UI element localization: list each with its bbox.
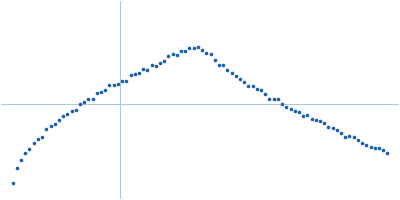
- Point: [127, 73, 134, 76]
- Point: [144, 68, 150, 71]
- Point: [60, 115, 66, 118]
- Point: [30, 141, 37, 145]
- Point: [43, 128, 50, 131]
- Point: [56, 119, 62, 122]
- Point: [359, 142, 365, 145]
- Point: [342, 135, 348, 138]
- Point: [90, 97, 96, 101]
- Point: [115, 83, 121, 86]
- Point: [190, 46, 197, 50]
- Point: [287, 108, 294, 111]
- Point: [178, 50, 184, 53]
- Point: [39, 135, 45, 138]
- Point: [199, 49, 205, 52]
- Point: [148, 64, 155, 67]
- Point: [250, 84, 256, 88]
- Point: [14, 167, 20, 170]
- Point: [52, 123, 58, 126]
- Point: [119, 79, 125, 83]
- Point: [292, 110, 298, 113]
- Point: [47, 125, 54, 128]
- Point: [237, 77, 243, 80]
- Point: [228, 71, 235, 75]
- Point: [140, 67, 146, 70]
- Point: [283, 105, 290, 108]
- Point: [296, 111, 302, 114]
- Point: [152, 65, 159, 68]
- Point: [216, 63, 222, 66]
- Point: [94, 91, 100, 94]
- Point: [350, 136, 357, 139]
- Point: [170, 52, 176, 56]
- Point: [64, 112, 70, 116]
- Point: [304, 113, 310, 116]
- Point: [136, 71, 142, 74]
- Point: [203, 51, 210, 54]
- Point: [254, 88, 260, 91]
- Point: [123, 79, 130, 83]
- Point: [317, 119, 323, 122]
- Point: [73, 108, 79, 111]
- Point: [224, 68, 230, 72]
- Point: [81, 101, 88, 104]
- Point: [325, 125, 332, 129]
- Point: [157, 61, 163, 64]
- Point: [186, 47, 193, 50]
- Point: [275, 97, 281, 101]
- Point: [376, 147, 382, 150]
- Point: [372, 147, 378, 150]
- Point: [161, 60, 168, 63]
- Point: [207, 53, 214, 56]
- Point: [165, 55, 172, 58]
- Point: [308, 117, 315, 120]
- Point: [334, 128, 340, 131]
- Point: [330, 127, 336, 130]
- Point: [77, 103, 83, 106]
- Point: [266, 97, 273, 100]
- Point: [241, 80, 248, 83]
- Point: [195, 46, 201, 49]
- Point: [132, 73, 138, 76]
- Point: [85, 98, 92, 101]
- Point: [174, 53, 180, 56]
- Point: [212, 59, 218, 62]
- Point: [380, 148, 386, 152]
- Point: [384, 151, 390, 154]
- Point: [279, 102, 285, 105]
- Point: [10, 182, 16, 185]
- Point: [98, 90, 104, 94]
- Point: [338, 131, 344, 135]
- Point: [321, 121, 327, 124]
- Point: [18, 158, 24, 161]
- Point: [312, 119, 319, 122]
- Point: [110, 83, 117, 87]
- Point: [270, 97, 277, 100]
- Point: [258, 88, 264, 92]
- Point: [355, 138, 361, 142]
- Point: [182, 49, 188, 52]
- Point: [22, 151, 28, 155]
- Point: [367, 145, 374, 148]
- Point: [106, 83, 113, 86]
- Point: [346, 134, 353, 137]
- Point: [26, 147, 33, 150]
- Point: [300, 114, 306, 117]
- Point: [68, 109, 75, 113]
- Point: [363, 143, 370, 146]
- Point: [232, 74, 239, 77]
- Point: [262, 93, 268, 96]
- Point: [245, 84, 252, 87]
- Point: [102, 89, 108, 92]
- Point: [220, 63, 226, 66]
- Point: [35, 137, 41, 140]
